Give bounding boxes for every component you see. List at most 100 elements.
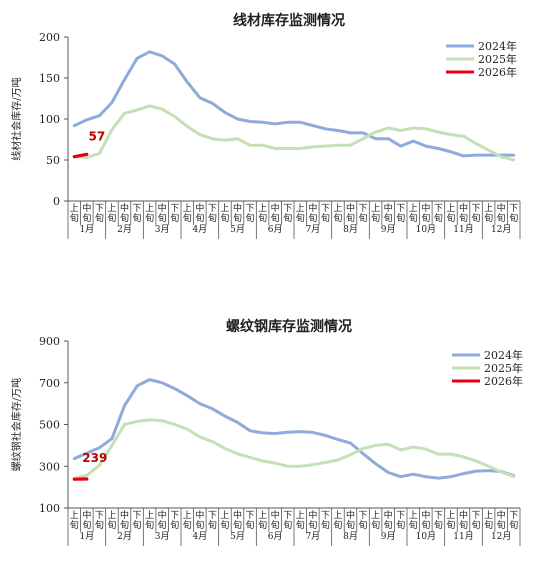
x-tick-label-period: 上旬 (333, 203, 342, 224)
x-tick-label-period: 下旬 (509, 204, 518, 224)
x-tick-label-period: 下旬 (283, 511, 292, 531)
y-axis-label: 螺纹钢社会库存/万吨 (10, 378, 23, 471)
y-axis-label: 线材社会库存/万吨 (10, 77, 23, 160)
x-tick-label-period: 下旬 (208, 511, 217, 531)
x-tick-label-period: 上旬 (409, 203, 418, 224)
legend-label: 2026年 (478, 65, 517, 79)
x-tick-label-period: 上旬 (258, 510, 267, 531)
x-tick-label-period: 下旬 (434, 204, 443, 224)
x-tick-label-period: 上旬 (145, 203, 154, 224)
x-tick-label-period: 中旬 (497, 509, 506, 531)
x-tick-label-month: 5月 (230, 224, 245, 235)
x-tick-label-period: 上旬 (70, 203, 79, 224)
x-tick-label-period: 中旬 (120, 509, 129, 531)
x-tick-label-period: 下旬 (246, 511, 255, 531)
x-tick-label-period: 下旬 (95, 204, 104, 224)
x-tick-label-period: 下旬 (472, 511, 481, 531)
x-tick-label-month: 9月 (381, 531, 396, 542)
x-tick-label-period: 上旬 (333, 510, 342, 531)
x-tick-label-period: 中旬 (82, 509, 91, 531)
x-tick-label-period: 上旬 (371, 510, 380, 531)
x-tick-label-month: 4月 (192, 531, 207, 542)
x-tick-label-period: 下旬 (396, 204, 405, 224)
x-tick-label-period: 中旬 (308, 509, 317, 531)
legend-label: 2026年 (484, 374, 523, 388)
series-line-2024年 (72, 378, 516, 480)
x-tick-label-period: 上旬 (183, 510, 192, 531)
x-tick-label-period: 下旬 (434, 511, 443, 531)
x-tick-label-month: 1月 (79, 224, 94, 235)
x-tick-label-month: 6月 (268, 531, 283, 542)
x-tick-label-period: 下旬 (359, 204, 368, 224)
x-tick-label-period: 下旬 (170, 511, 179, 531)
x-tick-label-period: 上旬 (107, 203, 116, 224)
y-tick-label: 100 (39, 502, 60, 515)
x-tick-label-period: 下旬 (246, 204, 255, 224)
x-tick-label-period: 上旬 (484, 203, 493, 224)
x-tick-label-period: 下旬 (283, 204, 292, 224)
y-tick-label: 300 (39, 460, 60, 473)
x-tick-label-period: 下旬 (133, 511, 142, 531)
x-tick-label-period: 中旬 (384, 202, 393, 224)
x-tick-label-period: 上旬 (296, 203, 305, 224)
x-tick-label-period: 中旬 (384, 509, 393, 531)
x-tick-label-period: 下旬 (509, 511, 518, 531)
x-tick-label-month: 7月 (305, 531, 320, 542)
x-tick-label-month: 4月 (192, 224, 207, 235)
legend-label: 2024年 (484, 348, 523, 362)
x-tick-label-month: 11月 (453, 224, 473, 235)
x-tick-label-period: 上旬 (70, 510, 79, 531)
x-tick-label-period: 中旬 (233, 202, 242, 224)
y-tick-label: 0 (53, 195, 60, 208)
x-tick-label-month: 9月 (381, 224, 396, 235)
y-tick-label: 50 (46, 154, 60, 167)
y-tick-label: 700 (39, 377, 60, 390)
x-tick-label-period: 上旬 (145, 510, 154, 531)
x-tick-label-period: 上旬 (258, 203, 267, 224)
x-tick-label-period: 上旬 (220, 203, 229, 224)
x-tick-label-period: 上旬 (484, 510, 493, 531)
x-tick-label-period: 中旬 (308, 202, 317, 224)
legend-label: 2024年 (478, 39, 517, 53)
x-tick-label-period: 上旬 (296, 510, 305, 531)
x-tick-label-period: 上旬 (446, 510, 455, 531)
series-line-2026年 (72, 152, 89, 159)
x-tick-label-month: 5月 (230, 531, 245, 542)
x-tick-label-period: 下旬 (208, 204, 217, 224)
x-tick-label-period: 中旬 (271, 509, 280, 531)
x-tick-label-period: 下旬 (321, 204, 330, 224)
x-tick-label-period: 中旬 (120, 202, 129, 224)
x-tick-label-period: 下旬 (170, 204, 179, 224)
x-tick-label-month: 6月 (268, 224, 283, 235)
x-tick-label-period: 下旬 (95, 511, 104, 531)
x-tick-label-period: 中旬 (497, 202, 506, 224)
x-tick-label-month: 12月 (491, 224, 511, 235)
x-tick-label-period: 中旬 (271, 202, 280, 224)
x-tick-label-period: 上旬 (107, 510, 116, 531)
legend-label: 2025年 (478, 52, 517, 66)
x-tick-label-period: 上旬 (220, 510, 229, 531)
x-tick-label-month: 10月 (416, 224, 436, 235)
x-tick-label-period: 上旬 (183, 203, 192, 224)
x-tick-label-month: 12月 (491, 531, 511, 542)
y-tick-label: 100 (39, 113, 60, 126)
y-tick-label: 900 (39, 335, 60, 348)
x-tick-label-month: 10月 (416, 531, 436, 542)
x-tick-label-month: 1月 (79, 531, 94, 542)
x-tick-label-period: 中旬 (346, 509, 355, 531)
x-tick-label-period: 中旬 (421, 202, 430, 224)
x-tick-label-month: 7月 (305, 224, 320, 235)
chart-title: 线材库存监测情况 (233, 12, 345, 29)
x-tick-label-period: 中旬 (195, 202, 204, 224)
legend-label: 2025年 (484, 361, 523, 375)
data-label-2026: 57 (88, 129, 105, 143)
y-tick-label: 500 (39, 419, 60, 432)
x-tick-label-month: 8月 (343, 531, 358, 542)
y-tick-label: 200 (39, 31, 60, 44)
x-tick-label-period: 中旬 (346, 202, 355, 224)
x-tick-label-period: 下旬 (396, 511, 405, 531)
wire-rod-inventory-chart: 线材库存监测情况线材社会库存/万吨050100150200上旬中旬下旬上旬中旬下… (10, 12, 521, 239)
x-tick-label-period: 下旬 (321, 511, 330, 531)
x-tick-label-month: 2月 (117, 531, 132, 542)
